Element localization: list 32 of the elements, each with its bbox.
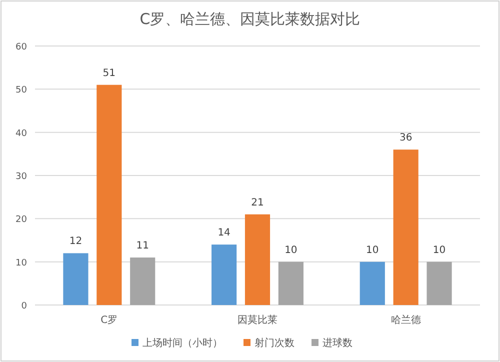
bar [130, 258, 156, 305]
legend-label: 射门次数 [254, 337, 294, 349]
x-tick-label: 哈兰德 [390, 314, 421, 326]
bar [63, 253, 88, 305]
y-tick-label: 30 [16, 172, 28, 182]
legend-label: 进球数 [322, 337, 352, 349]
data-label: 10 [432, 244, 446, 256]
data-label: 51 [102, 68, 116, 79]
data-label: 10 [366, 244, 379, 256]
x-tick-label: C罗 [100, 315, 118, 326]
y-tick-label: 60 [16, 42, 28, 52]
data-label: 12 [69, 236, 82, 248]
y-tick-label: 0 [21, 302, 28, 312]
bar [244, 214, 270, 305]
data-label: 36 [399, 132, 412, 144]
data-label: 11 [136, 240, 149, 252]
y-tick-label: 20 [16, 215, 28, 226]
legend-label: 上场时间（小时） [142, 337, 222, 349]
bar [393, 150, 418, 305]
bar [278, 262, 304, 305]
y-tick-label: 10 [16, 258, 28, 268]
bar [96, 84, 122, 305]
bar [426, 262, 452, 305]
data-label: 10 [284, 244, 298, 256]
y-tick-label: 50 [16, 86, 28, 96]
bar [360, 262, 385, 305]
data-label: 14 [218, 228, 230, 239]
chart-title: C罗、哈兰德、因莫比莱数据对比 [140, 10, 360, 28]
y-tick-label: 40 [16, 128, 28, 139]
data-label: 21 [251, 197, 264, 208]
x-tick-label: 因莫比莱 [238, 314, 278, 326]
bar [212, 244, 237, 305]
